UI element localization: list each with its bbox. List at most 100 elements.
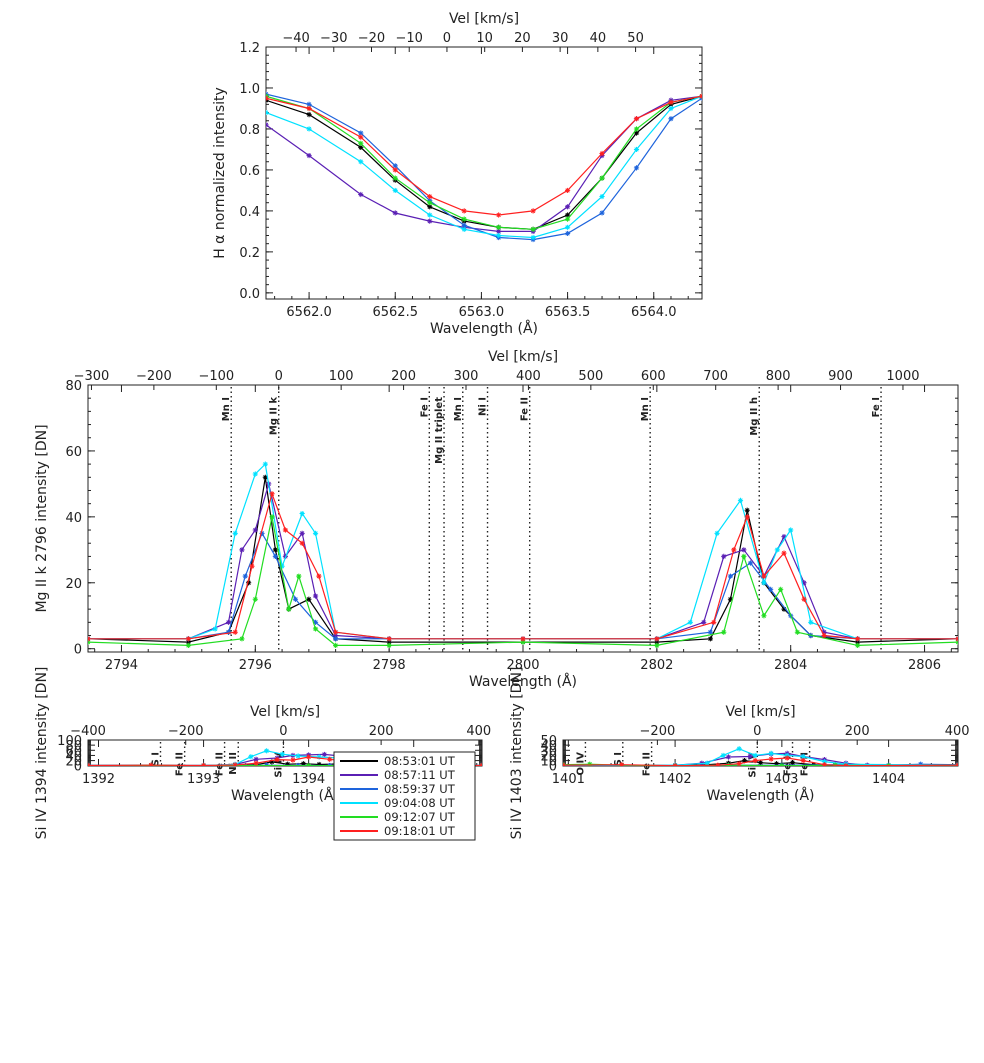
series-point bbox=[564, 204, 571, 210]
series-point bbox=[633, 165, 640, 171]
series-point bbox=[699, 93, 702, 99]
series-point bbox=[461, 216, 467, 222]
series-point bbox=[672, 763, 678, 766]
line-marker-label: O IV bbox=[575, 752, 586, 776]
series-point bbox=[358, 159, 364, 165]
series-point bbox=[272, 553, 278, 560]
series-point bbox=[800, 753, 806, 760]
series-point bbox=[266, 95, 269, 101]
series-point bbox=[316, 573, 322, 579]
series-point bbox=[800, 757, 806, 764]
vel-axis-label: Vel [km/s] bbox=[488, 349, 558, 365]
legend-label: 08:57:11 UT bbox=[384, 768, 456, 782]
series-point bbox=[225, 629, 232, 635]
series-point bbox=[386, 642, 392, 649]
series-point bbox=[496, 212, 502, 218]
series-point bbox=[290, 757, 296, 763]
line-marker-label: S I bbox=[613, 752, 624, 766]
series-point bbox=[392, 163, 398, 169]
series-group bbox=[563, 746, 958, 766]
vel-tick-label: 400 bbox=[945, 724, 970, 739]
series-point bbox=[312, 626, 319, 632]
series-point bbox=[587, 761, 593, 766]
series-point bbox=[757, 760, 764, 766]
series-point bbox=[736, 761, 742, 766]
series-point bbox=[316, 761, 322, 766]
series-point bbox=[279, 751, 285, 757]
series-point bbox=[185, 636, 191, 642]
series-point bbox=[427, 218, 433, 224]
series-point bbox=[306, 101, 312, 107]
series-point bbox=[212, 626, 218, 632]
series-point bbox=[358, 134, 364, 140]
series-point bbox=[564, 216, 571, 222]
series-point bbox=[264, 748, 270, 754]
y-tick-label: 0 bbox=[74, 643, 82, 658]
series-point bbox=[306, 763, 312, 766]
series-point bbox=[300, 761, 306, 766]
series-point bbox=[821, 632, 827, 639]
vel-tick-label: 300 bbox=[454, 369, 479, 384]
x-axis-label: Wavelength (Å) bbox=[430, 320, 538, 337]
series-point bbox=[599, 210, 605, 216]
series-point bbox=[789, 760, 796, 766]
series-point bbox=[721, 629, 727, 635]
vel-tick-label: 100 bbox=[329, 369, 354, 384]
line-marker-label: Fe I bbox=[419, 397, 430, 417]
series-point bbox=[427, 212, 433, 218]
vel-axis-label: Vel [km/s] bbox=[250, 704, 320, 720]
series-point bbox=[333, 629, 339, 635]
y-tick-label: 0 bbox=[74, 760, 82, 775]
series-point bbox=[88, 636, 91, 642]
series-point bbox=[737, 497, 744, 503]
series-point bbox=[774, 547, 780, 553]
series-point bbox=[794, 629, 800, 635]
series-point bbox=[821, 759, 828, 765]
x-tick-label: 1392 bbox=[82, 772, 115, 787]
vel-tick-label: 40 bbox=[590, 31, 607, 46]
series-point bbox=[358, 140, 364, 146]
series-point bbox=[306, 596, 312, 602]
series-point bbox=[306, 754, 312, 760]
series-point bbox=[358, 130, 364, 136]
vel-tick-label: 0 bbox=[753, 724, 761, 739]
vel-tick-label: −200 bbox=[168, 724, 204, 739]
legend-label: 08:59:37 UT bbox=[384, 782, 456, 796]
series-point bbox=[855, 636, 861, 642]
vel-tick-label: 50 bbox=[627, 31, 644, 46]
y-tick-label: 100 bbox=[57, 734, 82, 749]
line-marker-label: Fe II bbox=[783, 752, 794, 776]
series-line bbox=[88, 477, 958, 643]
series-point bbox=[599, 150, 605, 157]
series-point bbox=[333, 632, 339, 639]
series-point bbox=[496, 228, 502, 234]
vel-tick-label: −100 bbox=[198, 369, 234, 384]
series-point bbox=[563, 762, 566, 766]
vel-tick-label: 700 bbox=[703, 369, 728, 384]
y-tick-label: 40 bbox=[65, 511, 82, 526]
series-point bbox=[761, 613, 767, 619]
y-tick-label: 40 bbox=[540, 739, 557, 754]
legend-label: 09:18:01 UT bbox=[384, 824, 456, 838]
series-point bbox=[392, 187, 398, 194]
series-point bbox=[564, 230, 571, 237]
series-point bbox=[266, 122, 269, 128]
series-point bbox=[312, 530, 319, 536]
y-axis-label: Mg II k 2796 intensity [DN] bbox=[34, 424, 50, 612]
series-point bbox=[496, 224, 502, 230]
x-tick-label: 2798 bbox=[373, 658, 406, 673]
series-point bbox=[744, 507, 750, 513]
line-marker-label: Fe II bbox=[175, 752, 186, 776]
series-point bbox=[654, 642, 660, 649]
series-point bbox=[520, 639, 526, 645]
series-point bbox=[668, 105, 674, 112]
series-point bbox=[564, 212, 571, 218]
vel-tick-label: 500 bbox=[578, 369, 603, 384]
x-tick-label: 1403 bbox=[765, 772, 798, 787]
series-point bbox=[715, 762, 721, 766]
series-point bbox=[274, 756, 280, 763]
series-point bbox=[564, 187, 571, 194]
legend-label: 09:04:08 UT bbox=[384, 796, 456, 810]
vel-tick-label: 900 bbox=[828, 369, 853, 384]
y-tick-label: 10 bbox=[540, 755, 557, 770]
